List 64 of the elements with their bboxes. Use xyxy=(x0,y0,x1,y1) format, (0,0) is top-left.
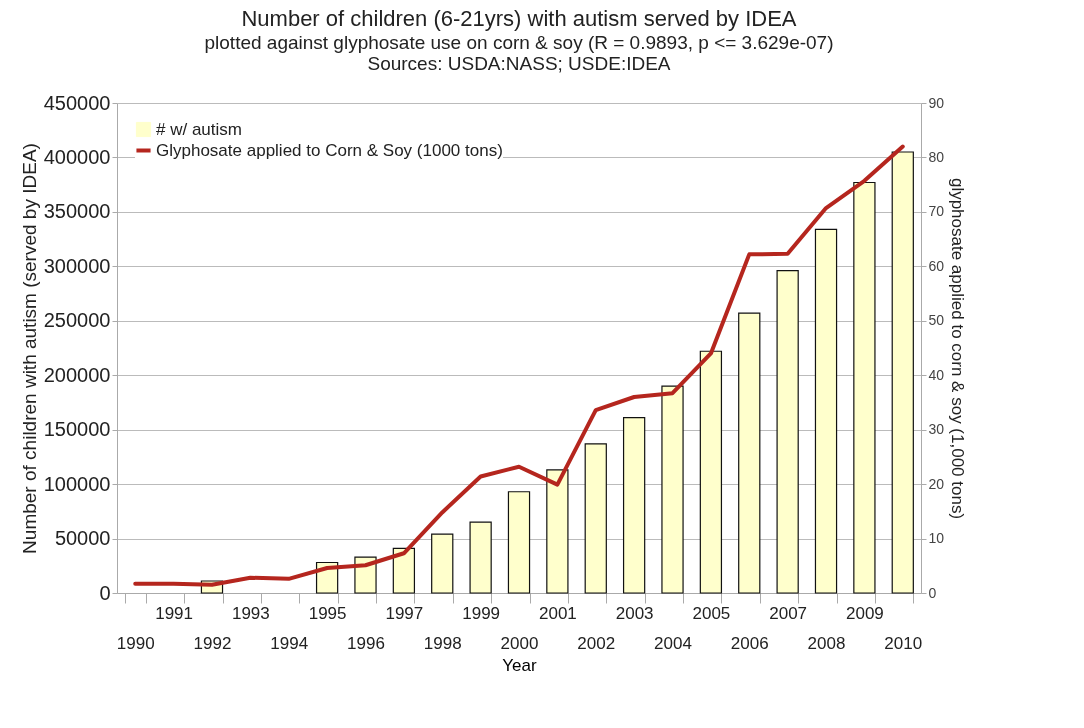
bar xyxy=(546,469,569,594)
x-tick-label: 2006 xyxy=(730,633,769,653)
y-tick-label: 450000 xyxy=(43,91,111,114)
y2-tick-label: 10 xyxy=(928,530,945,547)
x-tick-label: 1999 xyxy=(462,603,501,623)
x-tick-label: 1992 xyxy=(193,633,232,653)
y2-tick-label: 70 xyxy=(928,203,945,220)
x-tick-label: 2005 xyxy=(692,603,731,623)
y-tick-label: 300000 xyxy=(43,254,111,277)
x-tick-label: 1990 xyxy=(116,633,155,653)
bar xyxy=(776,270,799,594)
x-tick-label: 2001 xyxy=(538,603,577,623)
x-tick-label: 2000 xyxy=(500,633,539,653)
bar xyxy=(392,547,416,594)
y2-axis-title: glyphosate applied to corn & soy (1,000 tons) xyxy=(948,177,968,520)
x-tick-label: 1998 xyxy=(423,633,462,653)
y-tick-label: 250000 xyxy=(43,309,111,332)
y-tick-label: 350000 xyxy=(43,200,111,223)
y-tick-label: 200000 xyxy=(43,363,111,386)
bar xyxy=(622,417,646,594)
bar xyxy=(431,533,454,594)
y-tick-label: 400000 xyxy=(43,145,111,168)
x-tick-label: 2008 xyxy=(807,633,846,653)
x-tick-label: 1995 xyxy=(308,603,347,623)
bar xyxy=(469,521,492,594)
y-tick-label: 100000 xyxy=(43,472,111,495)
x-tick-label: 2004 xyxy=(654,633,692,653)
bar xyxy=(507,491,531,594)
x-tick-label: 1994 xyxy=(270,633,309,653)
x-tick-label: 1997 xyxy=(385,603,424,623)
y2-tick-label: 20 xyxy=(928,475,945,492)
bar xyxy=(699,350,723,594)
y-tick-label: 0 xyxy=(99,581,111,604)
x-tick-label: 2010 xyxy=(884,633,923,653)
x-tick-label: 2009 xyxy=(845,603,884,623)
x-tick-label: 1996 xyxy=(347,633,385,653)
y2-tick-label: 30 xyxy=(928,421,945,438)
chart-title: Number of children (6-21yrs) with autism served by IDEA xyxy=(241,6,797,31)
chart-subtitle: plotted against glyphosate use on corn & soy (R = 0.9893, p <= 3.629e-07) xyxy=(204,32,834,53)
bar xyxy=(584,443,607,594)
y2-tick-label: 0 xyxy=(928,584,937,601)
y2-tick-label: 60 xyxy=(928,257,945,274)
bar xyxy=(661,385,684,594)
y-tick-label: 50000 xyxy=(54,527,111,550)
x-tick-label: 2003 xyxy=(615,603,654,623)
y-tick-label: 150000 xyxy=(43,418,111,441)
y2-tick-label: 40 xyxy=(928,366,945,383)
y-axis-title: Number of children with autism (served by IDEA) xyxy=(18,143,40,554)
x-axis-title: Year xyxy=(502,655,538,675)
source-note: Sources: USDA:NASS; USDE:IDEA xyxy=(367,53,671,74)
bar xyxy=(738,312,761,594)
bar xyxy=(891,151,914,594)
x-tick-label: 1993 xyxy=(231,603,270,623)
legend-label: Glyphosate applied to Corn & Soy (1000 tons) xyxy=(156,140,503,160)
bar xyxy=(814,228,838,594)
y2-tick-label: 90 xyxy=(928,94,945,111)
y2-tick-label: 80 xyxy=(928,148,945,165)
bar xyxy=(853,181,876,594)
legend-label: # w/ autism xyxy=(156,119,242,139)
x-tick-label: 2002 xyxy=(577,633,616,653)
x-tick-label: 1991 xyxy=(155,603,194,623)
line-series xyxy=(133,144,905,587)
x-tick-label: 2007 xyxy=(769,603,808,623)
y2-tick-label: 50 xyxy=(928,312,945,329)
